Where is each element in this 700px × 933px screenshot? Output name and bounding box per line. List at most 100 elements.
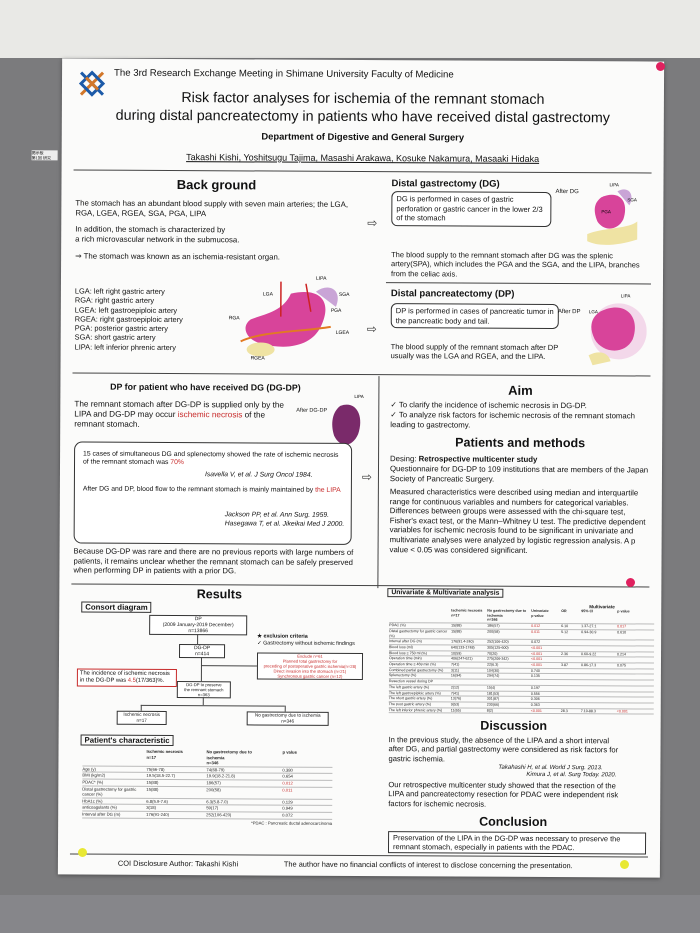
univariate-cell: 176(91.4-240) [451, 639, 474, 644]
university-logo-icon [78, 70, 106, 97]
after-dp-diagram: LIPA LGA [588, 293, 647, 366]
consort-line-split [140, 704, 285, 707]
background-p2: In addition, the stomach is characterize… [75, 224, 240, 244]
characteristic-note: *PDAC : Pancreatic ductal adenocarcinoma [251, 819, 333, 826]
coi-statement: The author have no financial conflicts o… [283, 859, 573, 871]
characteristic-cell: 0.012 [282, 780, 293, 786]
characteristic-cell: 186(57) [206, 780, 221, 786]
department: Department of Digestive and General Surg… [261, 130, 465, 143]
characteristic-cell: 75(66-78) [146, 766, 165, 772]
univariate-cell: 22(6.3) [486, 662, 499, 667]
discussion-heading: Discussion [480, 718, 548, 733]
characteristic-cell: BMI (kg/m2) [82, 772, 106, 779]
characteristic-cell: 74(68-79) [206, 766, 225, 773]
univariate-cell [617, 658, 641, 663]
dg-definition-box: DG is performed in cases of gastric perf… [391, 191, 552, 227]
univariate-cell: 294(74) [486, 674, 500, 679]
background-p1: The stomach has an abundant blood supply… [75, 198, 349, 218]
after-dg-label: After DG [555, 189, 579, 196]
univariate-cell: 9(53) [450, 702, 460, 707]
univariate-cell: 186(57) [487, 623, 500, 628]
discussion-p1: In the previous study, the absence of th… [388, 735, 619, 764]
univariate-cell: 7(41) [450, 662, 460, 667]
univariate-cell: 15(88) [451, 623, 462, 628]
aim-item-2: ✓ To analyze risk factors for ischemic n… [390, 410, 636, 430]
univariate-cell: 230(66) [486, 702, 500, 707]
univariate-cell: 10(59) [451, 651, 462, 656]
column-divider [377, 376, 380, 589]
characteristic-cell: 15(88) [146, 786, 159, 792]
consort-ischemic-box: Ischemic necrosis n=17 [116, 710, 167, 725]
univariate-cell: 3(11) [450, 668, 460, 673]
push-pin-red-top-right [656, 62, 665, 71]
univariate-cell: 7.10-88.3 [580, 708, 596, 713]
poster-title-line2: during distal pancreatectomy in patients… [115, 107, 611, 127]
methods-heading: Patients and methods [455, 435, 586, 451]
univariate-cell: Interval after DG (m) [389, 639, 422, 644]
univariate-cell: 0.011 [531, 629, 540, 634]
univariate-cell: 275(206-342) [486, 656, 509, 662]
characteristic-cell: PDAC* (%) [82, 779, 104, 785]
exclusion-title: ★ exclusion criteria [257, 633, 308, 640]
univariate-cell: 15(4) [486, 685, 496, 690]
background-p3: ⇒ The stomach was known as an ischemia-r… [75, 251, 281, 262]
univariate-cell [581, 686, 617, 691]
univariate-cell: 0.740 [530, 668, 540, 673]
evidence-q2-cite2: Hasegawa T, et al. Jikeikai Med J 2000. [224, 520, 345, 528]
characteristic-cell: anticoagulants (%) [82, 804, 117, 811]
univariate-cell [581, 669, 617, 674]
evidence-q2-red: the LIPA [315, 486, 341, 494]
univariate-cell: 0.86-17.3 [580, 663, 597, 668]
characteristic-cell: 6.8(5.9-7.6) [146, 798, 168, 804]
artery-abbreviations: LGA: left right gastric artery RGA: righ… [74, 286, 183, 352]
bg-fig-label-pga: PGA [331, 308, 342, 314]
dgdp-p1: The remnant stomach after DG-DP is suppl… [74, 399, 284, 430]
consort-heading: Consort diagram [81, 601, 152, 613]
characteristic-cell: 19.5(18.5-22.7) [146, 773, 176, 779]
univariate-cell: 0.306 [530, 697, 540, 702]
dp-heading: Distal pancreatectomy (DP) [390, 288, 515, 300]
evidence-q1: 15 cases of simultaneous DG and splenect… [83, 450, 339, 467]
univariate-cell: 6.10 [561, 624, 569, 629]
univariate-cell: 104(30) [486, 668, 500, 673]
univariate-cell [561, 703, 581, 708]
univariate-cell: 5.12 [561, 629, 569, 634]
univariate-cell [561, 646, 581, 651]
univariate-cell [561, 692, 581, 697]
univariate-cell [581, 657, 617, 662]
univariate-cell [581, 675, 617, 680]
incidence-box: The incidence of ischemic necrosis in th… [76, 668, 177, 688]
univariate-cell: 7(41) [450, 691, 460, 696]
univariate-cell: 0.610 [617, 630, 627, 635]
consort-line-3 [202, 697, 204, 706]
dgdp-p1-red: ischemic necrosis [177, 410, 243, 420]
conclusion-heading: Conclusion [479, 814, 548, 829]
characteristic-cell: 0.380 [282, 767, 293, 773]
univariate-cell [581, 680, 617, 685]
consort-line-2 [200, 657, 203, 682]
consort-preserve-box: DG-DP to preserve the remnant stomach n=… [176, 681, 231, 699]
univariate-cell: 0.072 [531, 640, 541, 645]
poster: The 3rd Research Exchange Meeting in Shi… [31, 58, 665, 878]
coi-disclosure: COI Disclosure Author: Takashi Kishi [117, 858, 239, 869]
univariate-cell: Combined partial gastrectomy (%) [388, 667, 444, 673]
consort-line-exclude [200, 665, 257, 667]
dp-definition-box: DP is performed in cases of pancreatic t… [390, 303, 559, 330]
characteristic-cell: 0.072 [282, 812, 293, 818]
wall-top [0, 0, 700, 58]
univariate-cell: 0.012 [531, 624, 541, 629]
univariate-cell [617, 675, 641, 680]
univariate-cell: 252(106-420) [487, 639, 509, 644]
univariate-cell: PDAC (%) [389, 623, 406, 628]
evidence-q1-cite: Isavella V, et al. J Surg Oncol 1984. [204, 471, 313, 479]
univariate-row: The left inferior phrenic artery (%) 11(6… [388, 707, 654, 715]
univariate-cell: 13(76) [450, 696, 462, 701]
univariate-cell: <0.001 [531, 651, 543, 656]
dg-fig-label-sga: SGA [627, 197, 637, 202]
consort-dp-box: DP (2009 January-2019 December) n=13866 [149, 614, 248, 636]
consort-line-1 [197, 634, 199, 645]
characteristic-cell: 59(17) [206, 805, 219, 811]
wall-bottom [0, 895, 700, 933]
univariate-cell: 0.017 [617, 624, 627, 629]
univariate-cell: <0.001 [530, 662, 543, 667]
